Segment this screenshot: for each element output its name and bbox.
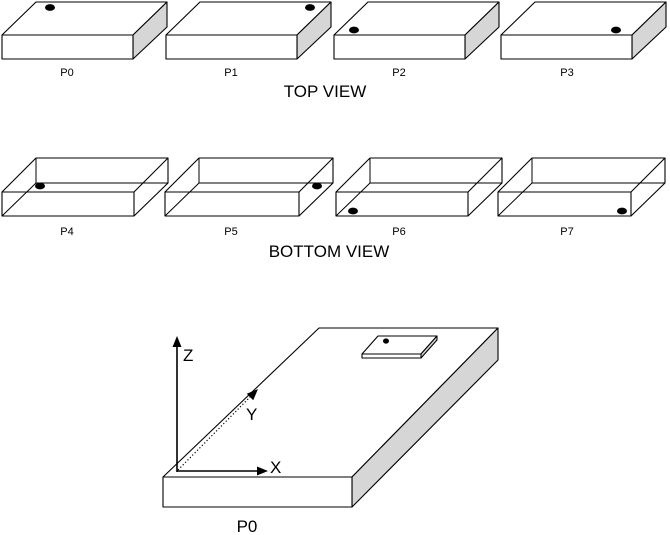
x-axis-arrow-icon <box>257 466 268 476</box>
y-axis-arrow-icon <box>246 389 258 401</box>
top-view-box-p0: P0 <box>1 1 168 79</box>
bottom-view-row: P4 P5 P6 <box>1 157 666 261</box>
orientation-dot <box>45 4 55 11</box>
x-axis-label: X <box>270 458 281 477</box>
bottom-view-box-p5: P5 <box>164 157 334 238</box>
position-label-p4: P4 <box>60 226 73 238</box>
top-view-box-p2: P2 <box>333 1 500 79</box>
orientation-dot <box>348 207 358 215</box>
orientation-dot <box>349 26 359 34</box>
detail-p0: Z Y X P0 <box>162 327 499 535</box>
position-label-p0: P0 <box>60 67 73 79</box>
z-axis-label: Z <box>183 346 193 365</box>
top-view-title: TOP VIEW <box>284 82 367 101</box>
detail-position-label: P0 <box>237 517 258 535</box>
bottom-view-box-p7: P7 <box>497 157 666 238</box>
position-label-p1: P1 <box>224 67 237 79</box>
position-label-p6: P6 <box>392 226 405 238</box>
orientation-dot <box>305 4 315 11</box>
bottom-view-title: BOTTOM VIEW <box>269 242 390 261</box>
z-axis-arrow-icon <box>172 336 182 347</box>
orientation-dot <box>617 207 627 215</box>
bottom-view-box-p4: P4 <box>1 157 169 238</box>
top-view-row: P0 P1 P2 P3 TOP VIEW <box>1 1 667 101</box>
position-label-p2: P2 <box>392 67 405 79</box>
orientation-dot <box>383 338 389 344</box>
y-axis <box>177 395 252 471</box>
top-view-box-p1: P1 <box>165 1 332 79</box>
y-axis-label: Y <box>246 405 257 424</box>
coordinate-axes: Z Y X <box>172 336 281 477</box>
position-label-p5: P5 <box>224 226 237 238</box>
sensor-chip <box>361 335 438 359</box>
orientation-dot <box>611 26 621 34</box>
orientation-dot <box>312 182 322 190</box>
orientation-dot <box>35 182 45 190</box>
top-view-box-p3: P3 <box>500 1 667 79</box>
position-label-p7: P7 <box>560 226 573 238</box>
position-label-p3: P3 <box>560 67 573 79</box>
bottom-view-box-p6: P6 <box>335 157 503 238</box>
board-front-face <box>162 476 353 508</box>
